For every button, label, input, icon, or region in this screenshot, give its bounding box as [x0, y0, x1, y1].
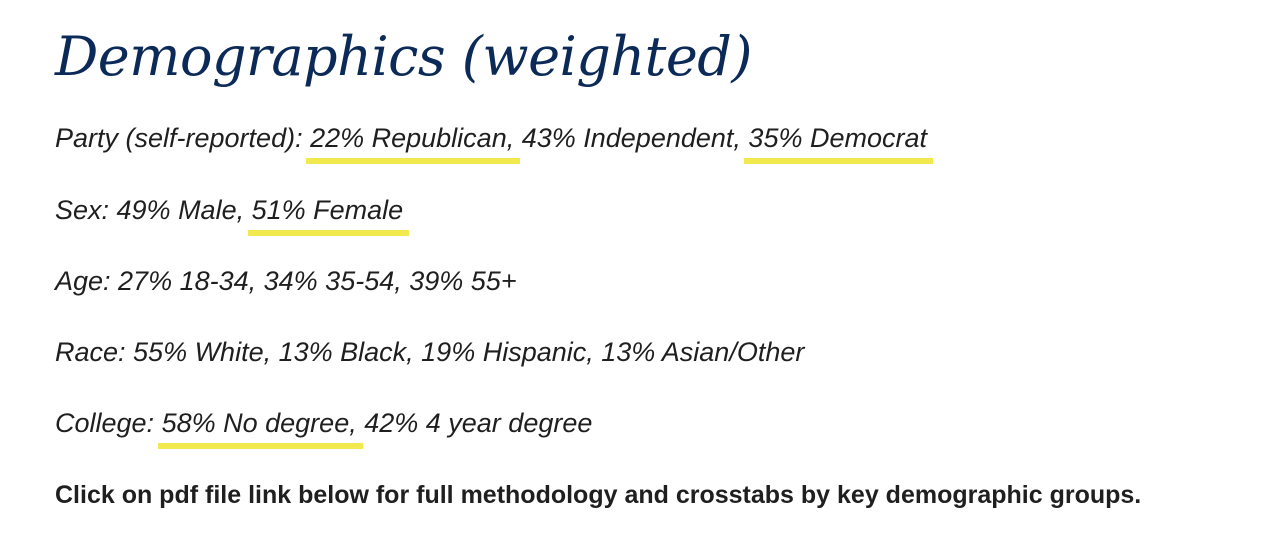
section-title: Demographics (weighted) — [55, 25, 752, 88]
party-line: Party (self-reported): 22% Republican, 4… — [55, 120, 933, 164]
highlight-republican: 22% Republican, — [306, 120, 521, 164]
sex-prefix: Sex: 49% Male, — [55, 195, 252, 225]
methodology-note: Click on pdf file link below for full me… — [55, 481, 1142, 509]
race-line: Race: 55% White, 13% Black, 19% Hispanic… — [55, 337, 805, 367]
sex-line: Sex: 49% Male, 51% Female — [55, 192, 409, 236]
college-prefix: College: — [55, 408, 162, 438]
party-independent: 43% Independent, — [514, 123, 749, 153]
age-line: Age: 27% 18-34, 34% 35-54, 39% 55+ — [55, 266, 517, 296]
highlight-no-degree: 58% No degree, — [157, 405, 363, 449]
party-prefix: Party (self-reported): — [55, 123, 311, 153]
college-rest: 42% 4 year degree — [356, 408, 593, 438]
highlight-democrat: 35% Democrat — [744, 120, 933, 164]
college-line: College: 58% No degree, 42% 4 year degre… — [55, 405, 593, 449]
highlight-female: 51% Female — [247, 192, 409, 236]
